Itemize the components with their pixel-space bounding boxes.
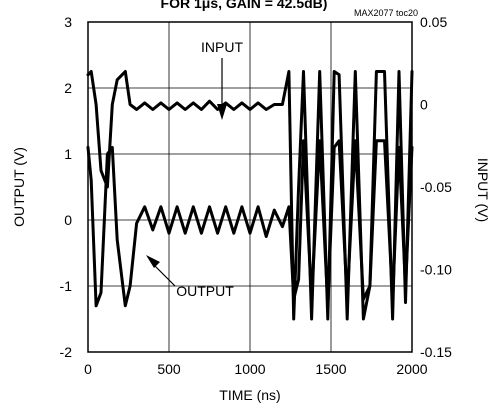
series-line-1 xyxy=(86,70,414,321)
right-y-axis-label: INPUT (V) xyxy=(475,158,488,222)
x-tick-label-3: 1500 xyxy=(315,361,346,377)
x-axis-ticks: 0 500 1000 1500 2000 xyxy=(84,361,428,377)
annotation-output-arrow-line xyxy=(151,262,176,287)
left-y-tick-label-3: 1 xyxy=(64,146,72,162)
annotation-input-arrowhead xyxy=(217,104,227,120)
right-y-axis-ticks: -0.15 -0.10 -0.05 0 0.05 xyxy=(420,14,452,360)
right-y-tick-label-0: -0.15 xyxy=(420,344,452,360)
plot-frame xyxy=(87,21,413,353)
left-y-axis-label: OUTPUT (V) xyxy=(11,147,27,227)
x-tick-label-0: 0 xyxy=(84,361,92,377)
right-y-tick-label-3: 0 xyxy=(420,97,428,113)
series-group xyxy=(86,70,414,321)
x-tick-label-1: 500 xyxy=(157,361,181,377)
annotation-output: OUTPUT xyxy=(176,283,234,299)
x-tick-label-2: 1000 xyxy=(234,361,265,377)
figure-ref-label: MAX2077 toc20 xyxy=(354,8,418,18)
annotation-output-arrowhead xyxy=(146,255,160,268)
left-y-tick-label-0: -2 xyxy=(60,344,73,360)
right-y-tick-label-4: 0.05 xyxy=(420,14,447,30)
left-y-axis-ticks: -2 -1 0 1 2 3 xyxy=(60,14,73,360)
left-y-tick-label-2: 0 xyxy=(64,212,72,228)
left-y-tick-label-5: 3 xyxy=(64,14,72,30)
annotation-input: INPUT xyxy=(201,39,243,55)
x-tick-label-4: 2000 xyxy=(396,361,427,377)
x-axis-label: TIME (ns) xyxy=(219,387,280,403)
right-y-tick-label-2: -0.05 xyxy=(420,179,452,195)
left-y-tick-label-4: 2 xyxy=(64,80,72,96)
right-y-tick-label-1: -0.10 xyxy=(420,262,452,278)
chart-title: FOR 1μs, GAIN = 42.5dB) xyxy=(161,0,328,11)
left-y-tick-label-1: -1 xyxy=(60,278,73,294)
